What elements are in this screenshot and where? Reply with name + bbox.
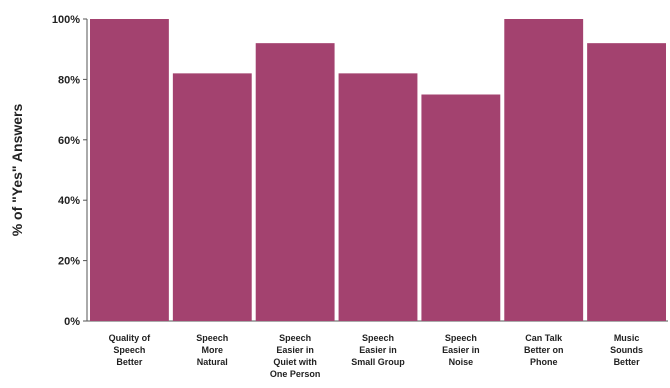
bar <box>587 43 666 321</box>
bar <box>90 19 169 321</box>
x-category-label: Quality of Speech Better <box>109 333 152 367</box>
x-category-label-line: Small Group <box>351 357 405 367</box>
x-category-label-line: Speech <box>196 333 228 343</box>
y-tick-label: 80% <box>58 74 80 86</box>
x-category-label: Speech Easier in Quiet with One Person <box>270 333 321 379</box>
x-category-label-line: Speech <box>279 333 311 343</box>
x-category-label-line: Noise <box>449 357 474 367</box>
x-category-label-line: Speech <box>113 345 145 355</box>
x-category-label: Can Talk Better on Phone <box>524 333 564 367</box>
y-tick-label: 100% <box>52 14 80 26</box>
x-category-label-line: Speech <box>362 333 394 343</box>
bar <box>255 43 335 321</box>
x-category-label-line: Sounds <box>610 345 643 355</box>
bar <box>172 73 252 321</box>
y-tick-label: 60% <box>58 135 80 147</box>
bars <box>90 19 666 321</box>
bar <box>338 73 418 321</box>
x-category-label: Speech Easier in Noise <box>442 333 480 367</box>
x-category-label-line: More <box>202 345 224 355</box>
y-tick-label: 0% <box>64 316 80 328</box>
bar <box>421 94 501 321</box>
x-category-label-line: Better on <box>524 345 564 355</box>
x-category-label-line: Easier in <box>359 345 397 355</box>
x-category-label-line: Better <box>116 357 143 367</box>
x-category-label-line: Natural <box>197 357 228 367</box>
x-category-label: Music Sounds Better <box>610 333 643 367</box>
y-tick-label: 20% <box>58 256 80 268</box>
x-category-label: Speech More Natural <box>196 333 228 367</box>
x-category-label-line: Easier in <box>442 345 480 355</box>
bar <box>504 19 584 321</box>
x-category-label: Speech Easier in Small Group <box>351 333 405 367</box>
x-category-label-line: Quiet with <box>273 357 317 367</box>
x-category-label-line: Better <box>614 357 641 367</box>
y-axis-title: % of "Yes" Answers <box>9 104 25 237</box>
x-category-label-line: One Person <box>270 369 321 379</box>
x-category-label-line: Phone <box>530 357 558 367</box>
x-category-label-line: Speech <box>445 333 477 343</box>
y-tick-label: 40% <box>58 195 80 207</box>
x-category-label-line: Easier in <box>276 345 314 355</box>
x-category-label-line: Can Talk <box>525 333 563 343</box>
x-category-label-line: Music <box>614 333 640 343</box>
x-category-label-line: Quality of <box>109 333 152 343</box>
